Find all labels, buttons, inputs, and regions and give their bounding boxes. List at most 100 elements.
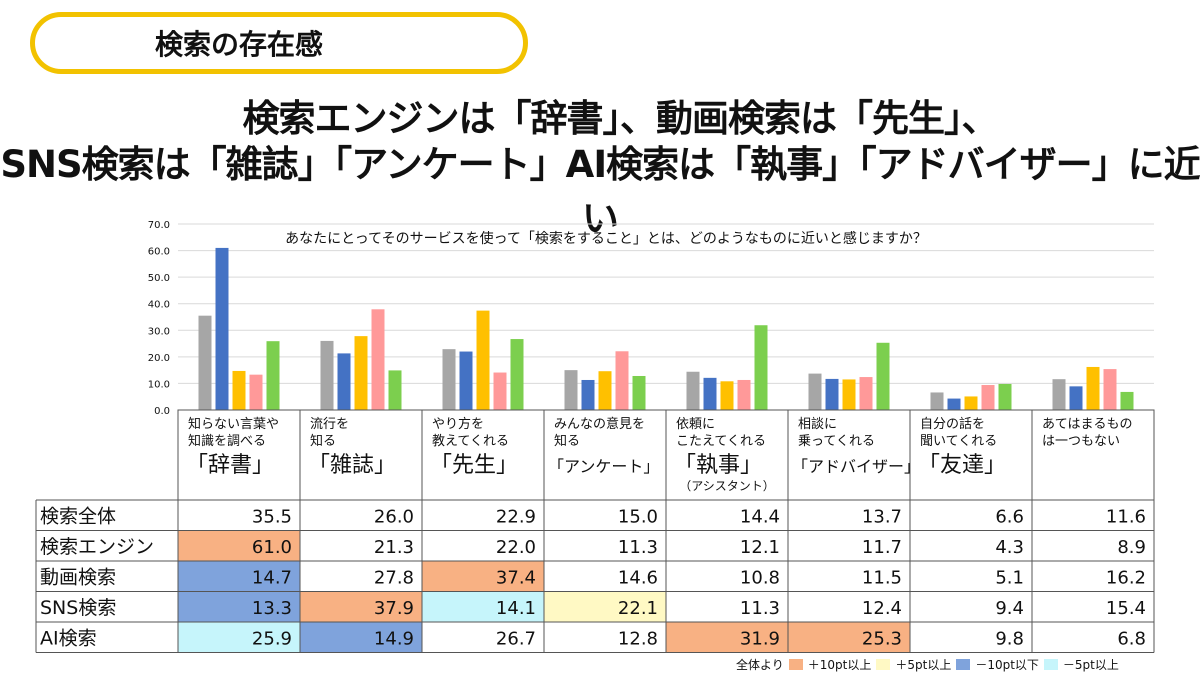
table-cell: 10.8 bbox=[740, 567, 780, 588]
table-cell: 12.8 bbox=[618, 628, 658, 649]
bar-4-1 bbox=[388, 370, 402, 410]
table-cell: 13.7 bbox=[862, 506, 902, 527]
category-line1: あてはまるもの bbox=[1042, 417, 1132, 432]
category-name: 「アドバイザー」 bbox=[792, 457, 920, 476]
y-tick-label: 10.0 bbox=[148, 379, 170, 390]
table-cell: 14.9 bbox=[374, 628, 414, 649]
table-cell: 15.0 bbox=[618, 506, 658, 527]
bar-0-1 bbox=[320, 340, 334, 410]
bar-2-4 bbox=[720, 381, 734, 410]
table-cell: 14.4 bbox=[740, 506, 780, 527]
row-label: AI検索 bbox=[40, 627, 97, 649]
legend-swatch-minus10 bbox=[956, 659, 971, 670]
y-tick-label: 60.0 bbox=[148, 247, 170, 258]
table-cell: 11.3 bbox=[740, 598, 780, 619]
category-line1: やり方を bbox=[432, 416, 484, 432]
bar-4-3 bbox=[632, 375, 646, 410]
table-cell: 11.5 bbox=[862, 567, 902, 588]
bar-3-1 bbox=[371, 309, 385, 410]
category-line2: 知る bbox=[310, 433, 336, 449]
category-name: 「辞書」 bbox=[186, 453, 274, 478]
chart-title: あなたにとってそのサービスを使って「検索をすること」とは、どのようなものに近いと… bbox=[285, 230, 927, 247]
bar-3-0 bbox=[249, 374, 263, 410]
table-cell: 27.8 bbox=[374, 567, 414, 588]
table-cell: 26.7 bbox=[496, 628, 536, 649]
bar-1-0 bbox=[215, 247, 229, 410]
table-cell: 11.6 bbox=[1106, 506, 1146, 527]
bar-1-2 bbox=[459, 351, 473, 410]
highlight-cell bbox=[666, 622, 788, 653]
bar-4-2 bbox=[510, 339, 524, 410]
bar-0-6 bbox=[930, 392, 944, 410]
category-line2: 知識を調べる bbox=[188, 433, 266, 449]
legend-label-minus5: －5pt以上 bbox=[1062, 658, 1119, 672]
highlight-cell bbox=[178, 561, 300, 592]
table-cell: 37.9 bbox=[374, 598, 414, 619]
category-line1: 依頼に bbox=[676, 417, 715, 432]
table-cell: 14.1 bbox=[496, 598, 536, 619]
bar-1-5 bbox=[825, 378, 839, 410]
bar-4-0 bbox=[266, 341, 280, 410]
category-line1: 知らない言葉や bbox=[188, 416, 279, 432]
table-cell: 37.4 bbox=[496, 567, 536, 588]
legend-prefix: 全体より bbox=[736, 658, 784, 672]
category-name: 「執事」 bbox=[674, 453, 762, 478]
table-cell: 26.0 bbox=[374, 506, 414, 527]
headline-line-2: SNS検索は「雑誌」「アンケート」AI検索は「執事」「アドバイザー」に近い bbox=[0, 143, 1200, 240]
table-cell: 21.3 bbox=[374, 537, 414, 558]
table-cell: 12.4 bbox=[862, 598, 902, 619]
bar-3-4 bbox=[737, 379, 751, 410]
table-cell: 6.6 bbox=[995, 506, 1024, 527]
category-line2: 聞いてくれる bbox=[920, 434, 997, 449]
highlight-cell bbox=[422, 561, 544, 592]
bar-0-0 bbox=[198, 315, 212, 410]
bar-2-1 bbox=[354, 336, 368, 410]
highlight-cell bbox=[422, 591, 544, 622]
table-cell: 31.9 bbox=[740, 628, 780, 649]
bar-4-7 bbox=[1120, 391, 1134, 410]
table-cell: 25.3 bbox=[862, 628, 902, 649]
table-cell: 11.3 bbox=[618, 537, 658, 558]
bar-0-2 bbox=[442, 349, 456, 410]
bar-4-6 bbox=[998, 383, 1012, 410]
table-cell: 9.4 bbox=[995, 598, 1024, 619]
highlight-cell bbox=[178, 622, 300, 653]
row-label: SNS検索 bbox=[40, 597, 116, 619]
bar-1-6 bbox=[947, 398, 961, 410]
category-line2: こたえてくれる bbox=[676, 434, 766, 449]
legend-label-plus5: ＋5pt以上 bbox=[895, 658, 952, 672]
bar-2-5 bbox=[842, 379, 856, 410]
legend-label-plus10: ＋10pt以上 bbox=[807, 658, 872, 672]
table-cell: 22.0 bbox=[496, 537, 536, 558]
bar-3-5 bbox=[859, 377, 873, 410]
table-cell: 22.9 bbox=[496, 506, 536, 527]
bar-0-3 bbox=[564, 370, 578, 410]
bar-1-4 bbox=[703, 377, 717, 410]
y-tick-label: 30.0 bbox=[148, 326, 170, 337]
bar-0-5 bbox=[808, 373, 822, 410]
row-label: 検索エンジン bbox=[40, 536, 154, 558]
bar-0-7 bbox=[1052, 379, 1066, 410]
bar-1-3 bbox=[581, 379, 595, 410]
section-label: 検索の存在感 bbox=[155, 28, 324, 61]
table-cell: 14.6 bbox=[618, 567, 658, 588]
category-line1: 流行を bbox=[310, 417, 349, 432]
category-line1: 自分の話を bbox=[920, 416, 985, 432]
category-line2: 教えてくれる bbox=[432, 433, 509, 449]
highlight-cell bbox=[300, 591, 422, 622]
bar-3-2 bbox=[493, 372, 507, 410]
category-line2: 知る bbox=[554, 433, 580, 449]
table-cell: 4.3 bbox=[995, 537, 1024, 558]
row-label: 動画検索 bbox=[40, 566, 116, 588]
table-cell: 16.2 bbox=[1106, 567, 1146, 588]
table-cell: 22.1 bbox=[618, 598, 658, 619]
bar-3-3 bbox=[615, 351, 629, 410]
table-cell: 15.4 bbox=[1106, 598, 1146, 619]
table-cell: 11.7 bbox=[862, 537, 902, 558]
highlight-cell bbox=[178, 591, 300, 622]
y-tick-label: 0.0 bbox=[154, 406, 170, 417]
bar-2-3 bbox=[598, 371, 612, 410]
highlight-cell bbox=[300, 622, 422, 653]
category-line2: 乗ってくれる bbox=[798, 434, 875, 449]
